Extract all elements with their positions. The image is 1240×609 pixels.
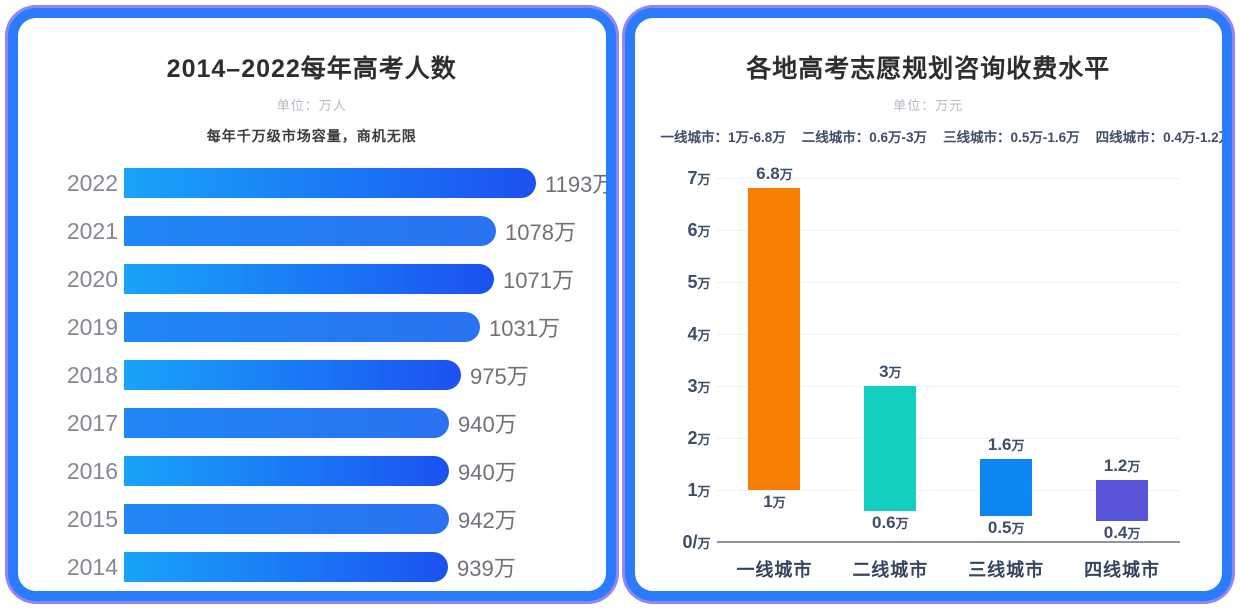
participants-bar [124, 456, 449, 486]
max-value-label: 1.6万 [987, 434, 1025, 454]
max-value-label: 6.8万 [756, 164, 793, 184]
participants-bar [124, 360, 461, 390]
participants-bar [124, 168, 536, 198]
gridline [716, 230, 1180, 231]
fee-range-bar [748, 188, 801, 490]
fee-range-bar [864, 386, 917, 511]
value-label: 940万 [458, 460, 517, 485]
gridline [716, 490, 1180, 491]
bar-row-2014: 2014 939万 [48, 543, 588, 591]
column-slot-四线城市: 1.2万 0.4万 [1064, 178, 1180, 542]
value-label: 940万 [458, 412, 517, 437]
value-label: 939万 [457, 556, 516, 581]
y-tick-4万: 4万 [687, 324, 711, 344]
bar-row-2017: 2017 940万 [48, 399, 588, 447]
category-label-一线城市: 一线城市 [736, 560, 813, 580]
value-label: 942万 [458, 508, 517, 533]
gridline [716, 178, 1180, 179]
y-tick-5万: 5万 [687, 272, 711, 292]
min-value-label: 1万 [763, 492, 786, 511]
fee-range-bar [980, 458, 1033, 516]
min-value-label: 0.6万 [871, 512, 909, 532]
left-chart-tagline: 每年千万级市场容量，商机无限 [206, 128, 417, 144]
gridline [716, 386, 1180, 387]
y-tick-2万: 2万 [687, 428, 711, 448]
fee-chart-category-axis: 一线城市 二线城市 三线城市 四线城市 [717, 556, 1181, 582]
column-slot-一线城市: 6.8万 1万 [717, 164, 833, 542]
value-label: 1031万 [489, 316, 560, 341]
participants-bar [124, 264, 494, 294]
year-label: 2019 [66, 313, 118, 340]
y-tick-3万: 3万 [687, 376, 711, 396]
value-label: 1071万 [503, 268, 574, 293]
gaokao-participants-bar-chart: 2022 1193万 2021 1078万 2020 1071万 2019 1031万 2018… [36, 159, 606, 591]
value-label: 1193万 [545, 172, 615, 197]
fee-range-bar [1096, 479, 1149, 522]
year-label: 2017 [66, 409, 118, 436]
bar-row-2020: 2020 1071万 [48, 255, 588, 303]
legend-item: 三线城市：0.5万-1.6万 [943, 130, 1080, 145]
y-axis-ticks: 7万 6万 5万 4万 3万 2万 1万 0/万 [667, 168, 713, 552]
year-label: 2018 [66, 361, 118, 388]
max-value-label: 3万 [879, 362, 902, 381]
year-label: 2022 [66, 169, 118, 196]
y-tick-1万: 1万 [687, 480, 711, 500]
y-tick-6万: 6万 [687, 220, 711, 240]
bar-row-2022: 2022 1193万 [48, 159, 606, 207]
min-value-label: 0.4万 [1103, 523, 1141, 543]
value-label: 1078万 [505, 220, 576, 245]
year-label: 2016 [66, 457, 118, 484]
right-chart-unit-label: 单位：万元 [893, 98, 964, 113]
bar-row-2018: 2018 975万 [48, 351, 588, 399]
legend-item: 四线城市：0.4万-1.2万 [1095, 130, 1232, 145]
legend-item: 二线城市：0.6万-3万 [801, 130, 928, 145]
bar-row-2016: 2016 940万 [48, 447, 588, 495]
gridline [716, 438, 1180, 439]
right-chart-title: 各地高考志愿规划咨询收费水平 [746, 55, 1111, 83]
x-axis-baseline [716, 541, 1180, 543]
left-chart-unit-label: 单位：万人 [276, 98, 347, 113]
year-label: 2021 [66, 217, 118, 244]
y-tick-7万: 7万 [687, 168, 711, 188]
bar-row-2019: 2019 1031万 [48, 303, 588, 351]
participants-bar [124, 312, 480, 342]
fee-range-column-chart: 7万 6万 5万 4万 3万 2万 1万 0/万 6.8万 1万 3万 0.6万 1.6万 0.5万 1.2… [667, 164, 1180, 552]
participants-bar [124, 216, 496, 246]
year-label: 2020 [66, 265, 118, 292]
column-slot-二线城市: 3万 0.6万 [832, 178, 948, 542]
legend-item: 一线城市：1万-6.8万 [660, 130, 786, 145]
bar-row-2015: 2015 942万 [48, 495, 588, 543]
participants-bar [124, 408, 449, 438]
plot-area: 6.8万 1万 3万 0.6万 1.6万 0.5万 1.2万 0.4万 [716, 164, 1180, 543]
participants-bar [124, 504, 449, 534]
y-tick-0/万: 0/万 [682, 532, 711, 552]
participants-bar [124, 552, 448, 582]
year-label: 2015 [66, 505, 118, 532]
right-chart-card: 各地高考志愿规划咨询收费水平 单位：万元 一线城市：1万-6.8万 二线城市：0.… [624, 8, 1232, 601]
year-label: 2014 [66, 553, 118, 580]
left-chart-title: 2014–2022每年高考人数 [166, 55, 457, 83]
category-label-二线城市: 二线城市 [852, 560, 929, 580]
bar-row-2021: 2021 1078万 [48, 207, 588, 255]
value-label: 975万 [470, 364, 529, 389]
category-label-四线城市: 四线城市 [1084, 560, 1161, 580]
gridline [716, 282, 1180, 283]
gridline [716, 334, 1180, 335]
min-value-label: 0.5万 [987, 518, 1025, 537]
max-value-label: 1.2万 [1103, 455, 1141, 475]
column-slot-三线城市: 1.6万 0.5万 [948, 178, 1064, 542]
category-label-三线城市: 三线城市 [968, 560, 1045, 580]
left-chart-card: 2014–2022每年高考人数 单位：万人 每年千万级市场容量，商机无限 202… [8, 8, 616, 601]
right-chart-legend: 一线城市：1万-6.8万 二线城市：0.6万-3万 三线城市：0.5万-1.6万 四线… [653, 126, 1223, 146]
